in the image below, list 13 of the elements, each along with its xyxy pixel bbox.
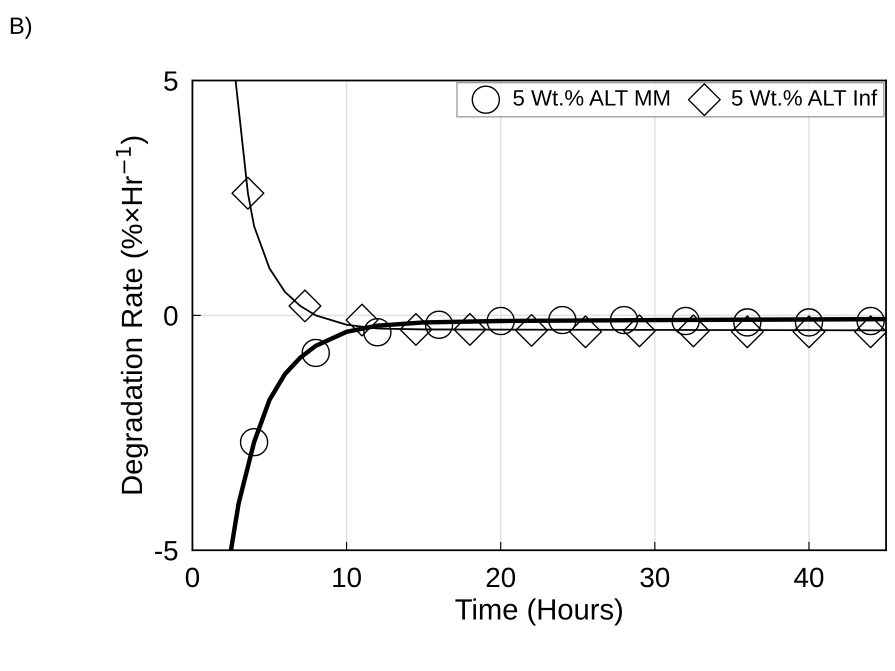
legend-label: 5 Wt.% ALT Inf [732,89,878,106]
y-axis-title: Degradation Rate (%×Hr$^{−1}$) [116,136,148,494]
x-tick-label: 20 [486,568,516,588]
x-tick-label: 30 [640,568,670,588]
text: B) [10,16,32,39]
x-tick-label: 10 [333,568,361,588]
x-tick-label: 40 [794,568,824,588]
x-tick-label: 0 [186,568,200,588]
y-tick-label: -5 [155,541,178,561]
y-tick-label: 0 [164,306,178,326]
legend-label: 5 Wt.% ALT MM [513,90,670,106]
y-tick-label: 5 [164,71,178,91]
x-axis-title: Time (Hours) [455,598,622,626]
